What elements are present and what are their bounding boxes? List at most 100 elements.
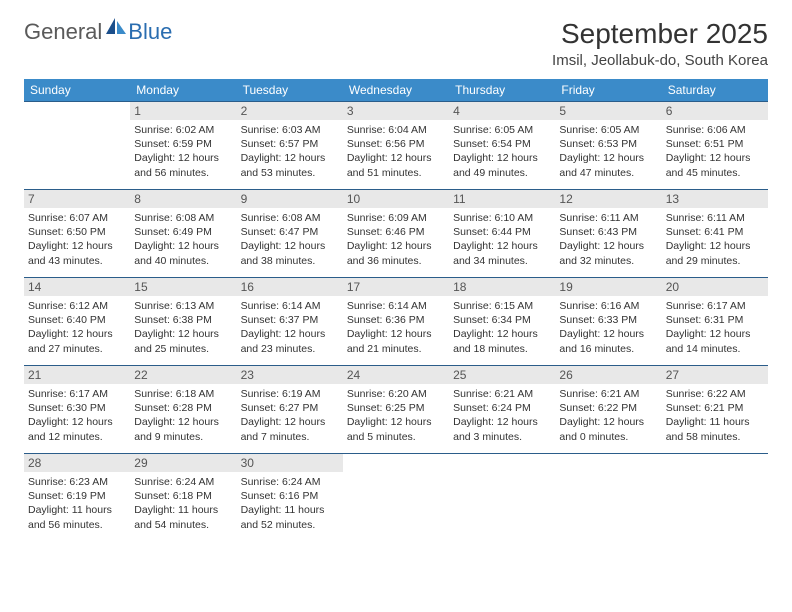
day-details: Sunrise: 6:08 AMSunset: 6:49 PMDaylight:…	[134, 211, 232, 268]
daylight-text: Daylight: 12 hours and 18 minutes.	[453, 327, 551, 355]
sunset-text: Sunset: 6:18 PM	[134, 489, 232, 503]
calendar-cell: 27 Sunrise: 6:22 AMSunset: 6:21 PMDayligh…	[662, 366, 768, 454]
day-details: Sunrise: 6:17 AMSunset: 6:30 PMDaylight:…	[28, 387, 126, 444]
weekday-header: Tuesday	[237, 79, 343, 102]
calendar-cell: 28Sunrise: 6:23 AMSunset: 6:19 PMDayligh…	[24, 454, 130, 542]
day-details: Sunrise: 6:09 AMSunset: 6:46 PMDaylight:…	[347, 211, 445, 268]
day-details: Sunrise: 6:14 AMSunset: 6:37 PMDaylight:…	[241, 299, 339, 356]
calendar-cell-empty	[662, 454, 768, 542]
calendar-row: 1Sunrise: 6:02 AMSunset: 6:59 PMDaylight…	[24, 102, 768, 190]
daylight-text: Daylight: 12 hours and 34 minutes.	[453, 239, 551, 267]
daylight-text: Daylight: 12 hours and 32 minutes.	[559, 239, 657, 267]
sunset-text: Sunset: 6:49 PM	[134, 225, 232, 239]
day-number: 12	[555, 190, 661, 208]
sunrise-text: Sunrise: 6:22 AM	[666, 387, 764, 401]
daylight-text: Daylight: 11 hours and 58 minutes.	[666, 415, 764, 443]
day-number: 10	[343, 190, 449, 208]
day-number: 27	[662, 366, 768, 384]
day-details: Sunrise: 6:21 AMSunset: 6:22 PMDaylight:…	[559, 387, 657, 444]
calendar-cell-empty	[24, 102, 130, 190]
sunset-text: Sunset: 6:21 PM	[666, 401, 764, 415]
sunrise-text: Sunrise: 6:16 AM	[559, 299, 657, 313]
day-number: 26	[555, 366, 661, 384]
day-number: 25	[449, 366, 555, 384]
day-number: 14	[24, 278, 130, 296]
calendar-row: 7Sunrise: 6:07 AMSunset: 6:50 PMDaylight…	[24, 190, 768, 278]
calendar-table: SundayMondayTuesdayWednesdayThursdayFrid…	[24, 79, 768, 542]
daylight-text: Daylight: 11 hours and 56 minutes.	[28, 503, 126, 531]
daylight-text: Daylight: 12 hours and 36 minutes.	[347, 239, 445, 267]
sunrise-text: Sunrise: 6:10 AM	[453, 211, 551, 225]
sunset-text: Sunset: 6:19 PM	[28, 489, 126, 503]
weekday-header: Wednesday	[343, 79, 449, 102]
calendar-cell: 9 Sunrise: 6:08 AMSunset: 6:47 PMDaylight…	[237, 190, 343, 278]
calendar-row: 28Sunrise: 6:23 AMSunset: 6:19 PMDayligh…	[24, 454, 768, 542]
sunrise-text: Sunrise: 6:09 AM	[347, 211, 445, 225]
sunrise-text: Sunrise: 6:04 AM	[347, 123, 445, 137]
calendar-cell: 4Sunrise: 6:05 AMSunset: 6:54 PMDaylight…	[449, 102, 555, 190]
calendar-cell: 3Sunrise: 6:04 AMSunset: 6:56 PMDaylight…	[343, 102, 449, 190]
calendar-cell: 14 Sunrise: 6:12 AMSunset: 6:40 PMDayligh…	[24, 278, 130, 366]
day-details: Sunrise: 6:11 AMSunset: 6:41 PMDaylight:…	[666, 211, 764, 268]
sunrise-text: Sunrise: 6:11 AM	[666, 211, 764, 225]
sunset-text: Sunset: 6:40 PM	[28, 313, 126, 327]
sunrise-text: Sunrise: 6:18 AM	[134, 387, 232, 401]
calendar-cell: 10 Sunrise: 6:09 AMSunset: 6:46 PMDayligh…	[343, 190, 449, 278]
daylight-text: Daylight: 12 hours and 16 minutes.	[559, 327, 657, 355]
day-details: Sunrise: 6:15 AMSunset: 6:34 PMDaylight:…	[453, 299, 551, 356]
sunrise-text: Sunrise: 6:11 AM	[559, 211, 657, 225]
day-number: 21	[24, 366, 130, 384]
daylight-text: Daylight: 12 hours and 7 minutes.	[241, 415, 339, 443]
daylight-text: Daylight: 12 hours and 29 minutes.	[666, 239, 764, 267]
weekday-header: Friday	[555, 79, 661, 102]
month-title: September 2025	[552, 18, 768, 50]
day-details: Sunrise: 6:06 AMSunset: 6:51 PMDaylight:…	[666, 123, 764, 180]
day-details: Sunrise: 6:12 AMSunset: 6:40 PMDaylight:…	[28, 299, 126, 356]
day-number: 9	[237, 190, 343, 208]
sunrise-text: Sunrise: 6:03 AM	[241, 123, 339, 137]
day-number: 8	[130, 190, 236, 208]
sunset-text: Sunset: 6:46 PM	[347, 225, 445, 239]
calendar-cell: 12Sunrise: 6:11 AMSunset: 6:43 PMDayligh…	[555, 190, 661, 278]
day-number: 17	[343, 278, 449, 296]
sunrise-text: Sunrise: 6:05 AM	[453, 123, 551, 137]
calendar-cell: 19Sunrise: 6:16 AMSunset: 6:33 PMDayligh…	[555, 278, 661, 366]
day-details: Sunrise: 6:16 AMSunset: 6:33 PMDaylight:…	[559, 299, 657, 356]
calendar-cell: 30Sunrise: 6:24 AMSunset: 6:16 PMDayligh…	[237, 454, 343, 542]
sunrise-text: Sunrise: 6:23 AM	[28, 475, 126, 489]
day-details: Sunrise: 6:10 AMSunset: 6:44 PMDaylight:…	[453, 211, 551, 268]
sunset-text: Sunset: 6:22 PM	[559, 401, 657, 415]
calendar-row: 14 Sunrise: 6:12 AMSunset: 6:40 PMDayligh…	[24, 278, 768, 366]
day-details: Sunrise: 6:07 AMSunset: 6:50 PMDaylight:…	[28, 211, 126, 268]
day-details: Sunrise: 6:24 AMSunset: 6:16 PMDaylight:…	[241, 475, 339, 532]
daylight-text: Daylight: 12 hours and 51 minutes.	[347, 151, 445, 179]
calendar-cell: 13Sunrise: 6:11 AMSunset: 6:41 PMDayligh…	[662, 190, 768, 278]
sunset-text: Sunset: 6:33 PM	[559, 313, 657, 327]
daylight-text: Daylight: 12 hours and 21 minutes.	[347, 327, 445, 355]
header: General Blue September 2025 Imsil, Jeoll…	[24, 18, 768, 69]
day-details: Sunrise: 6:22 AMSunset: 6:21 PMDaylight:…	[666, 387, 764, 444]
day-details: Sunrise: 6:05 AMSunset: 6:54 PMDaylight:…	[453, 123, 551, 180]
sunrise-text: Sunrise: 6:14 AM	[347, 299, 445, 313]
calendar-cell: 18 Sunrise: 6:15 AMSunset: 6:34 PMDayligh…	[449, 278, 555, 366]
day-number: 24	[343, 366, 449, 384]
weekday-header: Saturday	[662, 79, 768, 102]
day-number: 18	[449, 278, 555, 296]
calendar-cell: 22Sunrise: 6:18 AMSunset: 6:28 PMDayligh…	[130, 366, 236, 454]
day-number: 6	[662, 102, 768, 120]
day-number: 3	[343, 102, 449, 120]
sunset-text: Sunset: 6:28 PM	[134, 401, 232, 415]
logo: General Blue	[24, 18, 172, 45]
day-number: 16	[237, 278, 343, 296]
sunset-text: Sunset: 6:51 PM	[666, 137, 764, 151]
sunrise-text: Sunrise: 6:19 AM	[241, 387, 339, 401]
daylight-text: Daylight: 12 hours and 5 minutes.	[347, 415, 445, 443]
sunrise-text: Sunrise: 6:02 AM	[134, 123, 232, 137]
day-details: Sunrise: 6:08 AMSunset: 6:47 PMDaylight:…	[241, 211, 339, 268]
sunrise-text: Sunrise: 6:08 AM	[241, 211, 339, 225]
day-details: Sunrise: 6:13 AMSunset: 6:38 PMDaylight:…	[134, 299, 232, 356]
day-details: Sunrise: 6:05 AMSunset: 6:53 PMDaylight:…	[559, 123, 657, 180]
daylight-text: Daylight: 12 hours and 47 minutes.	[559, 151, 657, 179]
daylight-text: Daylight: 11 hours and 52 minutes.	[241, 503, 339, 531]
sunrise-text: Sunrise: 6:07 AM	[28, 211, 126, 225]
